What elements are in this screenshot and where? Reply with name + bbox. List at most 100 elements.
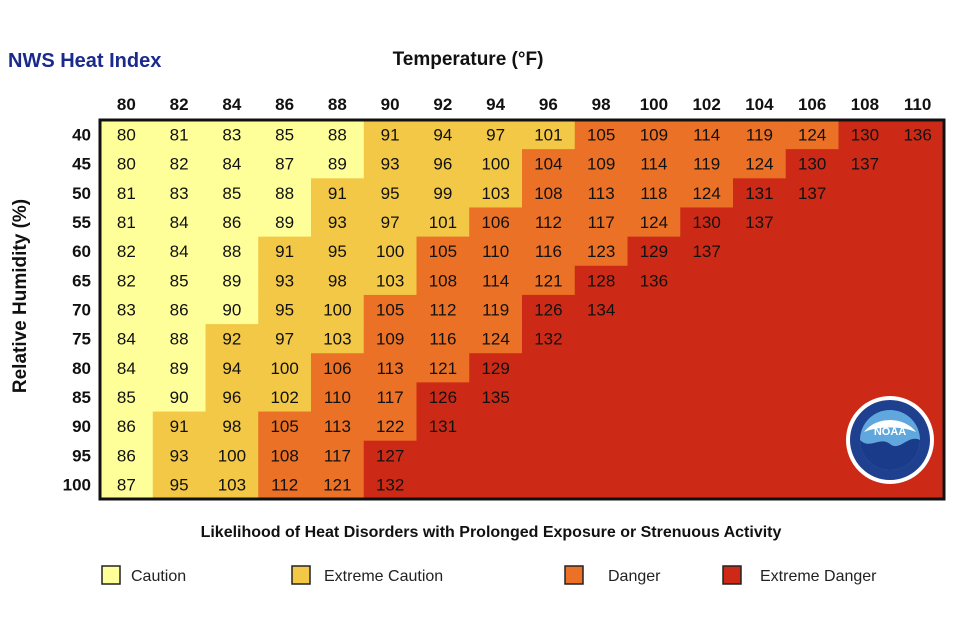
heatmap-cell [522,207,576,238]
noaa-logo-icon: NOAA [846,396,934,484]
heatmap-cell-value: 91 [275,242,294,261]
heatmap-cell [416,294,470,325]
heatmap-cell [311,265,365,296]
heatmap-cell [100,324,154,354]
heatmap-cell [258,382,312,413]
heatmap-cell-value: 109 [587,155,615,174]
heatmap-cell [733,149,787,179]
heatmap-cell [680,149,734,179]
legend-label-extreme-danger: Extreme Danger [760,568,877,585]
heatmap-cell-value: 85 [275,126,294,145]
heatmap-cell-value: 103 [218,475,246,494]
heatmap-cell [152,207,207,238]
heatmap-cell [311,469,365,500]
y-tick-label: 75 [72,330,91,349]
heatmap-cell [838,149,892,179]
heatmap-cell-value: 117 [588,213,615,232]
heatmap-cell-value: 135 [481,388,509,407]
heatmap-cell-value: 95 [275,301,294,320]
heatmap-cell [680,120,734,150]
heatmap-cell-value: 129 [640,242,668,261]
heatmap-cell [100,178,154,209]
heatmap-cell-value: 100 [376,242,404,261]
heatmap-cell [100,411,154,442]
heatmap-cell [416,382,470,413]
heatmap-cell-value: 101 [429,213,457,232]
heatmap-cell [785,120,840,150]
heatmap-cell-value: 119 [693,155,720,174]
heatmap-cell-value: 124 [640,213,668,232]
heatmap-cell-value: 83 [170,184,189,203]
y-tick-label: 60 [72,242,91,261]
heatmap-cell [522,120,576,150]
heatmap-cell-value: 91 [170,417,189,436]
heatmap-cell-value: 82 [170,155,189,174]
heatmap-cell [469,178,523,209]
heatmap-cell-value: 88 [170,330,189,349]
heatmap-cell-value: 86 [170,301,189,320]
heatmap-cell-value: 110 [324,388,351,407]
heatmap-cell-value: 118 [640,184,667,203]
heatmap-cell [416,149,470,179]
heatmap-cell [469,324,523,354]
heatmap-cell-value: 87 [117,475,136,494]
heatmap-cell [627,120,681,150]
heatmap-cell-value: 86 [117,417,136,436]
x-tick-label: 86 [275,95,294,114]
heatmap-cell [258,149,312,179]
heatmap-cell [416,236,470,267]
heatmap-cell [152,265,207,296]
heatmap-cell-value: 90 [170,388,189,407]
heatmap-cell-value: 92 [222,330,241,349]
legend-item-danger: Danger [564,565,661,585]
x-tick-label: 94 [486,95,505,114]
heatmap-cell [152,236,207,267]
heatmap-cell-value: 132 [534,330,562,349]
chart-caption: Likelihood of Heat Disorders with Prolon… [201,524,782,541]
heatmap-cell-value: 124 [745,155,773,174]
heatmap-cell-value: 105 [376,301,404,320]
heatmap-cell [258,411,312,442]
heatmap-cell-value: 84 [117,359,136,378]
heatmap-cell-value: 93 [381,155,400,174]
heatmap-cell [574,178,629,209]
heatmap-cell [311,411,365,442]
heatmap-cell [469,294,523,325]
heat-index-cells: 80 81 83 85 88 91 94 97 101 105 109 114 119 124 130 136… [100,120,945,500]
heatmap-cell-value: 80 [117,126,136,145]
legend-label-danger: Danger [608,568,661,585]
heatmap-cell-value: 93 [170,446,189,465]
heatmap-cell [363,324,418,354]
heatmap-cell-value: 100 [323,301,351,320]
heatmap-cell-value: 130 [692,213,720,232]
heatmap-cell-value: 97 [486,126,505,145]
x-tick-label: 104 [745,95,774,114]
heatmap-cell-value: 121 [323,475,351,494]
heatmap-cell [363,294,418,325]
x-tick-labels: 80 82 84 86 88 90 92 94 96 98 100 102 104 106 108 110 [117,95,931,114]
heatmap-cell [574,120,629,150]
legend-item-extreme-danger: Extreme Danger [722,565,877,585]
heatmap-cell-value: 100 [481,155,509,174]
heatmap-cell [311,382,365,413]
heatmap-cell [258,469,312,500]
heatmap-cell-value: 91 [328,184,347,203]
heatmap-cell [522,178,576,209]
heatmap-cell-value: 137 [692,242,720,261]
heatmap-cell-value: 137 [745,213,773,232]
heatmap-cell-value: 83 [117,301,136,320]
heatmap-cell [363,382,418,413]
heatmap-cell-value: 113 [588,184,615,203]
heatmap-cell-value: 132 [376,475,404,494]
heatmap-cell [574,207,629,238]
heatmap-cell-value: 102 [270,388,298,407]
heatmap-cell [469,236,523,267]
heatmap-cell-value: 81 [170,126,189,145]
heatmap-cell-value: 109 [376,330,404,349]
heatmap-cell-value: 129 [481,359,509,378]
legend-swatch-danger [564,565,584,585]
x-tick-label: 88 [328,95,347,114]
heatmap-cell-value: 82 [117,271,136,290]
heatmap-cell-value: 127 [376,446,404,465]
heatmap-cell [627,178,681,209]
